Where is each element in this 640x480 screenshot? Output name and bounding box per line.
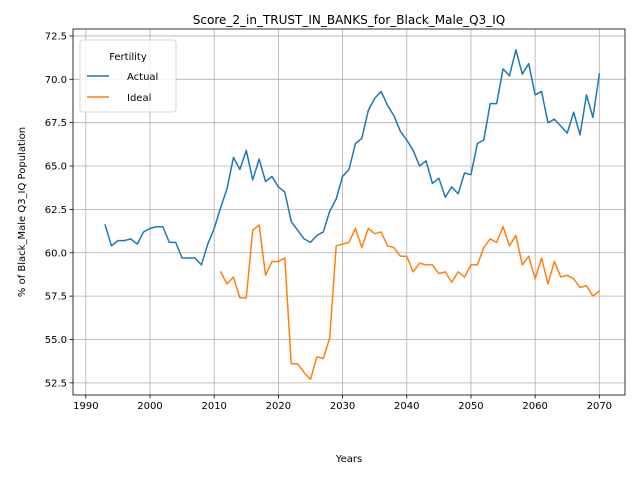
x-tick-label: 2040 [394, 401, 419, 412]
plot-frame [72, 28, 626, 396]
legend-title: Fertility [109, 52, 147, 63]
y-tick-label: 57.5 [45, 292, 67, 303]
y-tick-label: 67.5 [45, 118, 67, 129]
legend-box [79, 39, 177, 113]
x-tick-label: 2070 [587, 401, 612, 412]
y-tick-label: 52.5 [45, 378, 67, 389]
y-axis-label: % of Black_Male Q3_IQ Population [17, 127, 28, 297]
legend-label-ideal: Ideal [127, 93, 151, 104]
x-tick-label: 1990 [73, 401, 98, 412]
y-tick-label: 65.0 [45, 162, 67, 173]
axis-ticks: 1990 2000 2010 2020 2030 2040 2050 2060 2070 52.5… [45, 31, 612, 412]
chart-title: Score_2_in_TRUST_IN_BANKS_for_Black_Male… [193, 13, 505, 27]
x-tick-label: 2050 [458, 401, 483, 412]
series-lines [104, 49, 601, 381]
y-tick-label: 62.5 [45, 205, 67, 216]
x-tick-label: 2010 [201, 401, 226, 412]
series-line-actual [104, 49, 601, 266]
x-tick-label: 2020 [266, 401, 291, 412]
grid [73, 29, 625, 395]
y-tick-label: 55.0 [45, 335, 67, 346]
y-tick-label: 70.0 [45, 75, 67, 86]
x-tick-label: 2000 [137, 401, 162, 412]
legend: Fertility Actual Ideal [79, 39, 177, 113]
legend-label-actual: Actual [127, 72, 158, 83]
y-tick-label: 72.5 [45, 31, 67, 42]
series-line-ideal [219, 224, 601, 381]
y-tick-label: 60.0 [45, 248, 67, 259]
x-tick-label: 2030 [330, 401, 355, 412]
x-tick-label: 2060 [522, 401, 547, 412]
x-axis-label: Years [335, 454, 362, 465]
